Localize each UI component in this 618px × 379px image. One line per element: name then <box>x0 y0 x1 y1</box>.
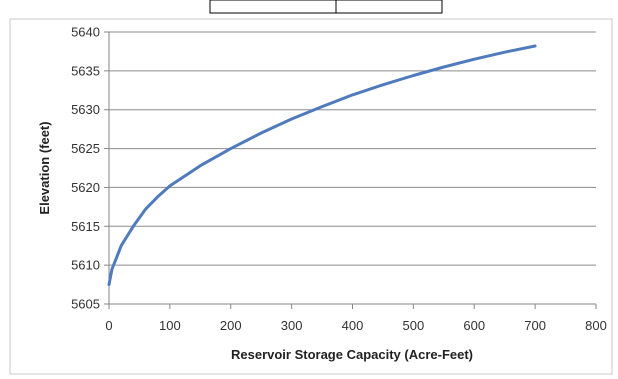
axes <box>104 31 597 309</box>
y-tick-label: 5635 <box>71 63 100 78</box>
x-tick-label: 600 <box>463 318 485 333</box>
x-tick-label: 700 <box>524 318 546 333</box>
x-tick-label: 300 <box>281 318 303 333</box>
series-line <box>107 44 537 287</box>
x-tick-label: 500 <box>403 318 425 333</box>
x-tick-label: 200 <box>220 318 242 333</box>
x-axis-title: Reservoir Storage Capacity (Acre-Feet) <box>231 347 473 362</box>
x-tick-label: 100 <box>159 318 181 333</box>
gridlines <box>109 31 596 266</box>
header-table-cell-left <box>209 0 337 14</box>
x-tick-label: 800 <box>585 318 607 333</box>
chart-area-border <box>9 18 613 375</box>
tick-labels: 5605 5610 5615 5620 5625 5630 5635 5640 0 100 200 3… <box>71 25 607 334</box>
y-tick-label: 5640 <box>71 25 100 40</box>
y-tick-label: 5625 <box>71 141 100 156</box>
y-axis-title: Elevation (feet) <box>37 121 52 214</box>
header-table-cell-right <box>335 0 443 14</box>
x-tick-label: 400 <box>342 318 364 333</box>
y-tick-label: 5620 <box>71 180 100 195</box>
y-tick-label: 5605 <box>71 297 100 312</box>
y-tick-label: 5610 <box>71 258 100 273</box>
y-tick-label: 5615 <box>71 219 100 234</box>
y-tick-label: 5630 <box>71 102 100 117</box>
x-tick-label: 0 <box>105 318 112 333</box>
series-layer <box>107 44 537 287</box>
